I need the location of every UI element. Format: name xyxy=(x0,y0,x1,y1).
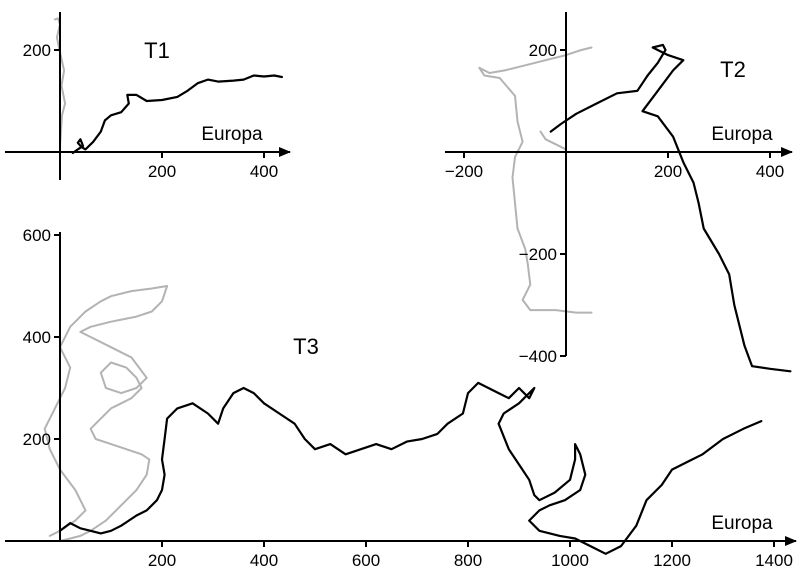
x-tick-label: 400 xyxy=(756,162,784,181)
x-tick-label: 200 xyxy=(148,551,176,570)
series-track-gray-0 xyxy=(479,48,591,313)
x-tick-label: 1200 xyxy=(653,551,691,570)
panel-title: T1 xyxy=(144,38,170,63)
panel-title: T3 xyxy=(293,334,319,359)
y-tick-label: 200 xyxy=(529,41,557,60)
chart-panel-t2: −200 200 400 200 −200 −400 Europa T2 xyxy=(445,12,792,371)
x-axis-label: Europa xyxy=(711,513,773,534)
y-tick-label: −200 xyxy=(519,245,557,264)
y-tick-label: −400 xyxy=(519,347,557,366)
x-tick-label: 1000 xyxy=(551,551,589,570)
x-axis-label: Europa xyxy=(711,124,773,145)
x-tick-label: −200 xyxy=(445,162,483,181)
series-track-black-2 xyxy=(551,45,791,371)
x-tick-label: 200 xyxy=(654,162,682,181)
x-tick-label: 800 xyxy=(454,551,482,570)
panel-title: T2 xyxy=(720,57,746,82)
series-track-gray-0 xyxy=(45,286,167,541)
x-tick-label: 200 xyxy=(148,162,176,181)
y-tick-label: 200 xyxy=(23,430,51,449)
chart-panel-t3: 200 400 600 800 1000 1200 1400 600 400 200 Europa T… xyxy=(5,226,796,570)
x-axis-label: Europa xyxy=(201,124,263,145)
x-tick-label: 400 xyxy=(250,162,278,181)
y-tick-label: 600 xyxy=(23,226,51,245)
series-track-black-1 xyxy=(60,383,761,554)
y-tick-label: 400 xyxy=(23,328,51,347)
x-tick-label: 1400 xyxy=(755,551,793,570)
chart-panel-t1: 200 400 200 Europa T1 xyxy=(5,12,290,181)
x-tick-label: 600 xyxy=(352,551,380,570)
y-tick-label: 200 xyxy=(23,41,51,60)
x-tick-label: 400 xyxy=(250,551,278,570)
series-track-gray-1 xyxy=(541,132,567,150)
